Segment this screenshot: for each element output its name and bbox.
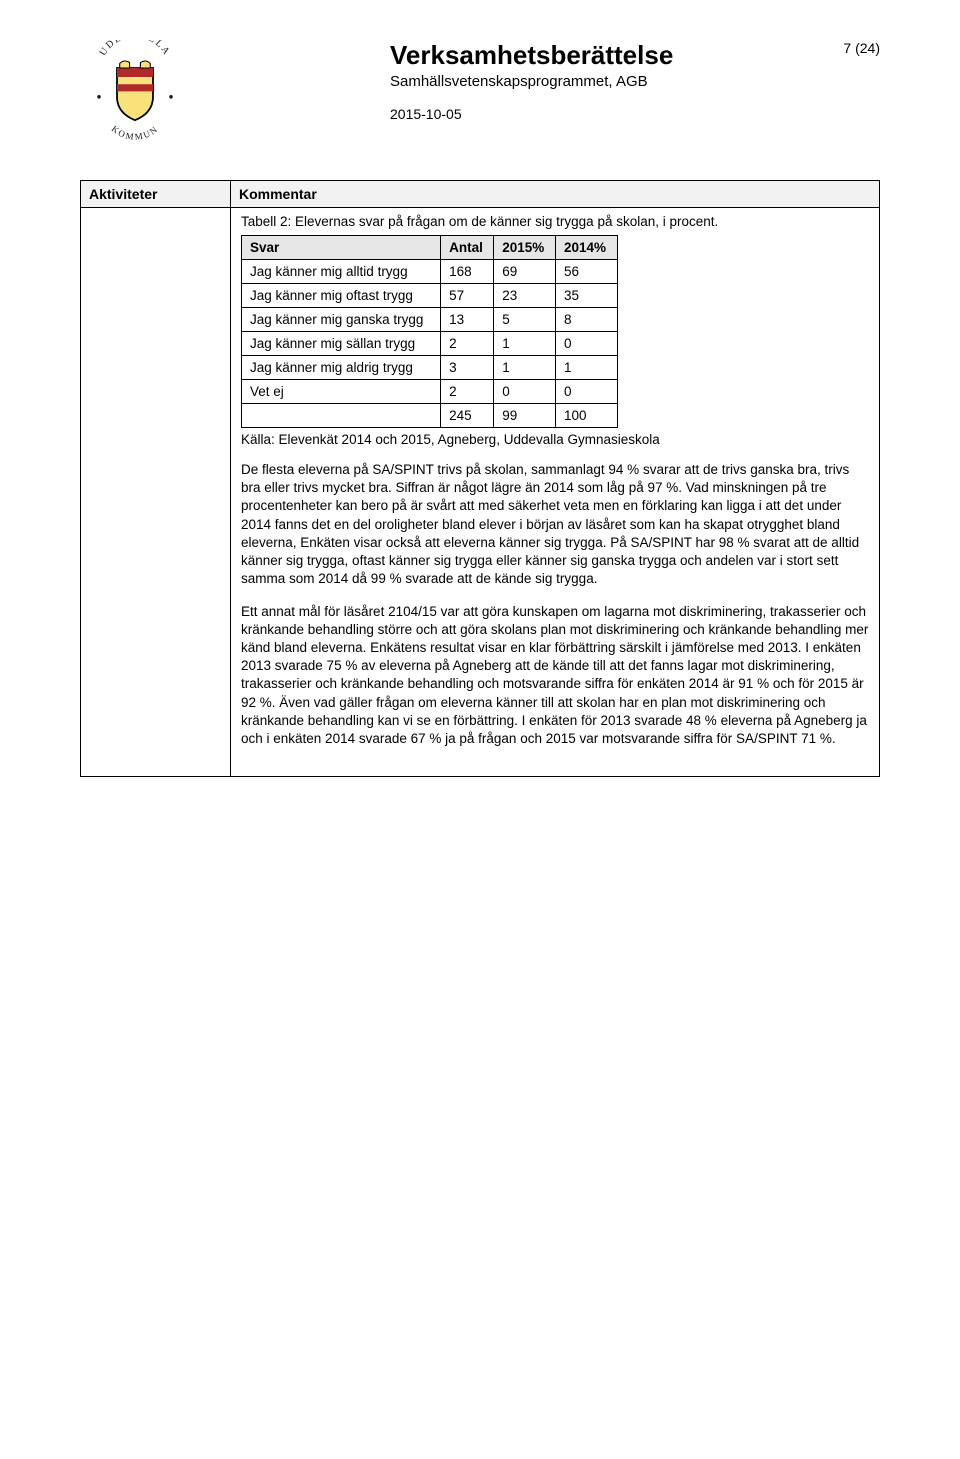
- svg-text:UDDEVALLA: UDDEVALLA: [97, 40, 172, 58]
- document-date: 2015-10-05: [390, 106, 880, 122]
- table-cell: 0: [494, 380, 556, 404]
- table-cell: Jag känner mig oftast trygg: [242, 284, 441, 308]
- section-left-cell: [81, 208, 231, 776]
- section-right-cell: Tabell 2: Elevernas svar på frågan om de…: [231, 208, 879, 776]
- table-caption: Tabell 2: Elevernas svar på frågan om de…: [241, 214, 869, 229]
- th: Antal: [441, 236, 494, 260]
- table-cell: 100: [556, 404, 618, 428]
- table-cell: 2: [441, 380, 494, 404]
- table-cell: [242, 404, 441, 428]
- table-cell: 99: [494, 404, 556, 428]
- table-header-row: Svar Antal 2015% 2014%: [242, 236, 618, 260]
- crest-top-text: UDDEVALLA: [97, 40, 172, 58]
- table-cell: Jag känner mig sällan trygg: [242, 332, 441, 356]
- page-number: 7 (24): [843, 40, 880, 56]
- content-area: Aktiviteter Kommentar Tabell 2: Eleverna…: [80, 180, 880, 777]
- table-cell: 5: [494, 308, 556, 332]
- paragraph: Ett annat mål för läsåret 2104/15 var at…: [241, 603, 869, 749]
- municipal-crest-icon: UDDEVALLA KOMMUN: [90, 40, 180, 150]
- table-row: Jag känner mig alltid trygg1686956: [242, 260, 618, 284]
- th: 2014%: [556, 236, 618, 260]
- table-row: Jag känner mig sällan trygg210: [242, 332, 618, 356]
- table-cell: 57: [441, 284, 494, 308]
- table-cell: Jag känner mig alltid trygg: [242, 260, 441, 284]
- th: 2015%: [494, 236, 556, 260]
- table-cell: 0: [556, 380, 618, 404]
- table-cell: 168: [441, 260, 494, 284]
- crest-bottom-text: KOMMUN: [110, 124, 161, 142]
- table-cell: 1: [494, 356, 556, 380]
- paragraph: De flesta eleverna på SA/SPINT trivs på …: [241, 461, 869, 589]
- svg-text:KOMMUN: KOMMUN: [110, 124, 161, 142]
- table-cell: 23: [494, 284, 556, 308]
- table-source: Källa: Elevenkät 2014 och 2015, Agneberg…: [241, 432, 869, 447]
- table-cell: 56: [556, 260, 618, 284]
- section-body-row: Tabell 2: Elevernas svar på frågan om de…: [80, 208, 880, 777]
- document-subtitle: Samhällsvetenskapsprogrammet, AGB: [390, 73, 880, 90]
- table-cell: Jag känner mig aldrig trygg: [242, 356, 441, 380]
- table-cell: 245: [441, 404, 494, 428]
- table-row: 24599100: [242, 404, 618, 428]
- th: Svar: [242, 236, 441, 260]
- table-cell: 3: [441, 356, 494, 380]
- document-title: Verksamhetsberättelse: [390, 40, 880, 71]
- table-cell: Jag känner mig ganska trygg: [242, 308, 441, 332]
- data-table: Svar Antal 2015% 2014% Jag känner mig al…: [241, 235, 618, 428]
- table-cell: 8: [556, 308, 618, 332]
- table-row: Jag känner mig aldrig trygg311: [242, 356, 618, 380]
- table-cell: 69: [494, 260, 556, 284]
- table-cell: 13: [441, 308, 494, 332]
- table-cell: 1: [494, 332, 556, 356]
- table-cell: 1: [556, 356, 618, 380]
- table-row: Vet ej200: [242, 380, 618, 404]
- table-cell: Vet ej: [242, 380, 441, 404]
- section-header-left: Aktiviteter: [81, 181, 231, 207]
- section-header-row: Aktiviteter Kommentar: [80, 180, 880, 208]
- table-cell: 35: [556, 284, 618, 308]
- section-header-right: Kommentar: [231, 181, 879, 207]
- header: UDDEVALLA KOMMUN Verksamhetsberättelse S…: [80, 40, 880, 150]
- table-cell: 0: [556, 332, 618, 356]
- table-row: Jag känner mig oftast trygg572335: [242, 284, 618, 308]
- table-cell: 2: [441, 332, 494, 356]
- table-row: Jag känner mig ganska trygg1358: [242, 308, 618, 332]
